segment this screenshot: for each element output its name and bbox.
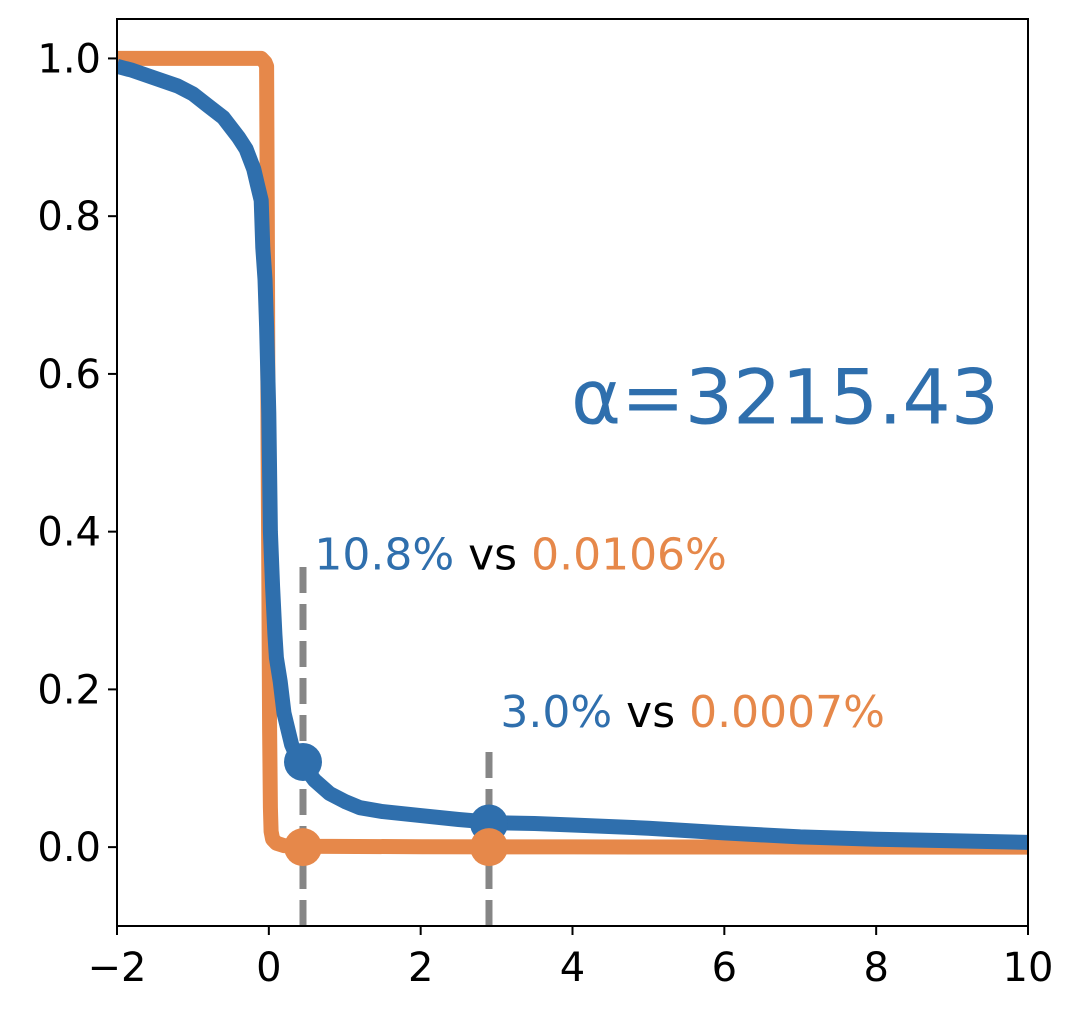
x-tick-label: 10: [1003, 945, 1054, 991]
axes: −2 0 2 4 6 8 10 0.0 0.2 0.4 0.6 0.8 1.0: [37, 18, 1054, 991]
marker-point-4: [469, 828, 508, 867]
annotation-first: 10.8% vs 0.0106%: [314, 529, 726, 580]
marker-point-1: [283, 742, 322, 781]
marker-point-2: [283, 828, 322, 867]
annotation-second-blue-value: 3.0%: [500, 687, 612, 738]
y-tick-label: 0.0: [37, 825, 101, 871]
y-tick-label: 0.6: [37, 352, 101, 398]
y-tick-label: 0.2: [37, 667, 101, 713]
x-tick-label: 4: [560, 945, 585, 991]
series-line-2: [117, 59, 1028, 850]
annotation-first-orange-value: 0.0106%: [531, 529, 727, 580]
annotation-second-vs: vs: [612, 687, 689, 738]
plot-area: [117, 50, 1028, 926]
series-line-1: [117, 50, 1028, 855]
y-tick-label: 0.4: [37, 510, 101, 556]
annotation-first-vs: vs: [454, 529, 531, 580]
x-tick-label: 6: [712, 945, 737, 991]
annotation-second: 3.0% vs 0.0007%: [500, 687, 884, 738]
x-tick-label: 0: [256, 945, 281, 991]
x-tick-label: 8: [863, 945, 888, 991]
alpha-annotation: α=3215.43: [571, 353, 999, 442]
annotation-first-blue-value: 10.8%: [314, 529, 454, 580]
x-tick-label: 2: [408, 945, 433, 991]
y-tick-label: 0.8: [37, 194, 101, 240]
annotation-second-orange-value: 0.0007%: [689, 687, 885, 738]
y-tick-label: 1.0: [37, 36, 101, 82]
x-tick-label: −2: [88, 945, 147, 991]
